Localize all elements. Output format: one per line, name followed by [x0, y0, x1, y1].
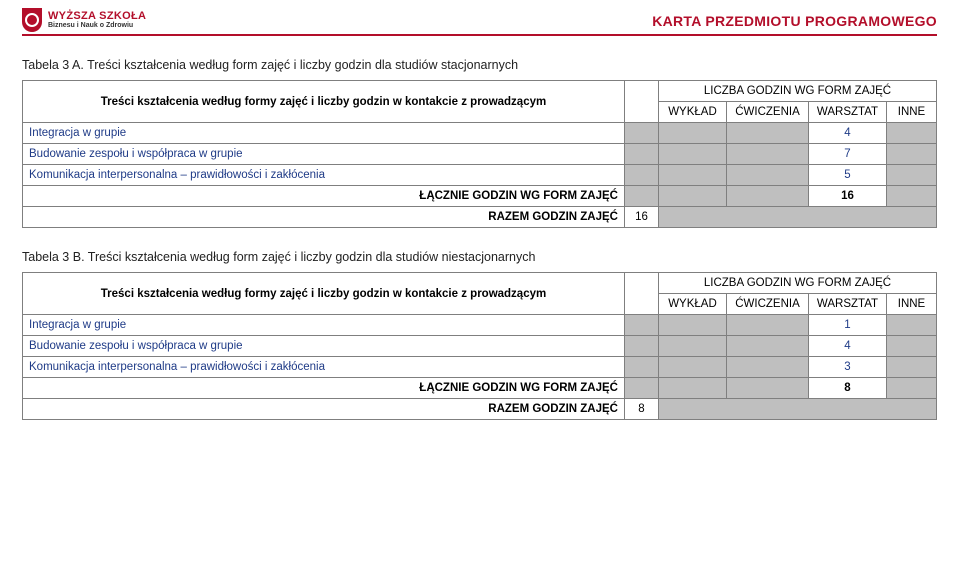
- content-label: Budowanie zespołu i współpraca w grupie: [23, 144, 625, 165]
- shaded-cell: [624, 336, 658, 357]
- shaded-cell: [726, 315, 808, 336]
- logo-shield-icon: [22, 8, 42, 32]
- shaded-cell: [726, 123, 808, 144]
- table-row: Budowanie zespołu i współpraca w grupie …: [23, 336, 937, 357]
- logo-block: WYŻSZA SZKOŁA Biznesu i Nauk o Zdrowiu: [22, 8, 146, 32]
- content-label: Komunikacja interpersonalna – prawidłowo…: [23, 165, 625, 186]
- shaded-cell: [886, 186, 936, 207]
- table-b-caption: Tabela 3 B. Treści kształcenia według fo…: [22, 250, 937, 264]
- warsztat-value: 1: [808, 315, 886, 336]
- page-header: WYŻSZA SZKOŁA Biznesu i Nauk o Zdrowiu K…: [22, 8, 937, 36]
- shaded-cell: [658, 399, 936, 420]
- content-label: Budowanie zespołu i współpraca w grupie: [23, 336, 625, 357]
- shaded-cell: [726, 336, 808, 357]
- shaded-cell: [726, 165, 808, 186]
- shaded-cell: [886, 336, 936, 357]
- shaded-cell: [886, 123, 936, 144]
- shaded-cell: [658, 378, 726, 399]
- page: WYŻSZA SZKOŁA Biznesu i Nauk o Zdrowiu K…: [0, 0, 959, 420]
- shaded-cell: [726, 378, 808, 399]
- shaded-cell: [886, 165, 936, 186]
- content-label: Integracja w grupie: [23, 315, 625, 336]
- warsztat-value: 7: [808, 144, 886, 165]
- shaded-cell: [624, 357, 658, 378]
- shaded-cell: [658, 186, 726, 207]
- table-row: RAZEM GODZIN ZAJĘĆ 16: [23, 207, 937, 228]
- warsztat-value: 4: [808, 336, 886, 357]
- shaded-cell: [624, 165, 658, 186]
- shaded-cell: [624, 144, 658, 165]
- row-desc-label: Treści kształcenia według formy zajęć i …: [23, 81, 625, 123]
- logo-text: WYŻSZA SZKOŁA Biznesu i Nauk o Zdrowiu: [48, 11, 146, 30]
- shaded-cell: [886, 357, 936, 378]
- shaded-cell: [886, 315, 936, 336]
- col-wyklad: WYKŁAD: [658, 294, 726, 315]
- liczba-header: LICZBA GODZIN WG FORM ZAJĘĆ: [658, 81, 936, 102]
- document-type-title: KARTA PRZEDMIOTU PROGRAMOWEGO: [652, 13, 937, 32]
- table-row: Budowanie zespołu i współpraca w grupie …: [23, 144, 937, 165]
- col-inne: INNE: [886, 294, 936, 315]
- empty-cell: [624, 81, 658, 123]
- shaded-cell: [726, 357, 808, 378]
- shaded-cell: [624, 123, 658, 144]
- shaded-cell: [624, 186, 658, 207]
- table-row: ŁĄCZNIE GODZIN WG FORM ZAJĘĆ 16: [23, 186, 937, 207]
- col-wyklad: WYKŁAD: [658, 102, 726, 123]
- shaded-cell: [624, 378, 658, 399]
- table-row: Treści kształcenia według formy zajęć i …: [23, 81, 937, 102]
- table-row: RAZEM GODZIN ZAJĘĆ 8: [23, 399, 937, 420]
- shaded-cell: [658, 123, 726, 144]
- shaded-cell: [658, 144, 726, 165]
- table-a-caption: Tabela 3 A. Treści kształcenia według fo…: [22, 58, 937, 72]
- shaded-cell: [658, 165, 726, 186]
- liczba-header: LICZBA GODZIN WG FORM ZAJĘĆ: [658, 273, 936, 294]
- lacznie-label: ŁĄCZNIE GODZIN WG FORM ZAJĘĆ: [23, 186, 625, 207]
- logo-line2: Biznesu i Nauk o Zdrowiu: [48, 22, 146, 29]
- shaded-cell: [726, 186, 808, 207]
- lacznie-warsztat: 8: [808, 378, 886, 399]
- content-label: Komunikacja interpersonalna – prawidłowo…: [23, 357, 625, 378]
- table-row: Integracja w grupie 4: [23, 123, 937, 144]
- table-row: Komunikacja interpersonalna – prawidłowo…: [23, 357, 937, 378]
- col-warsztat: WARSZTAT: [808, 102, 886, 123]
- row-desc-label: Treści kształcenia według formy zajęć i …: [23, 273, 625, 315]
- table-b: Treści kształcenia według formy zajęć i …: [22, 272, 937, 420]
- table-row: Treści kształcenia według formy zajęć i …: [23, 273, 937, 294]
- warsztat-value: 3: [808, 357, 886, 378]
- col-cwiczenia: ĆWICZENIA: [726, 102, 808, 123]
- col-warsztat: WARSZTAT: [808, 294, 886, 315]
- razem-label: RAZEM GODZIN ZAJĘĆ: [23, 399, 625, 420]
- lacznie-warsztat: 16: [808, 186, 886, 207]
- razem-label: RAZEM GODZIN ZAJĘĆ: [23, 207, 625, 228]
- razem-value: 8: [624, 399, 658, 420]
- empty-cell: [624, 273, 658, 315]
- shaded-cell: [726, 144, 808, 165]
- shaded-cell: [886, 144, 936, 165]
- shaded-cell: [658, 315, 726, 336]
- logo-line1: WYŻSZA SZKOŁA: [48, 11, 146, 23]
- shaded-cell: [658, 336, 726, 357]
- shaded-cell: [658, 357, 726, 378]
- col-inne: INNE: [886, 102, 936, 123]
- shaded-cell: [624, 315, 658, 336]
- table-row: Integracja w grupie 1: [23, 315, 937, 336]
- table-row: ŁĄCZNIE GODZIN WG FORM ZAJĘĆ 8: [23, 378, 937, 399]
- shaded-cell: [886, 378, 936, 399]
- col-cwiczenia: ĆWICZENIA: [726, 294, 808, 315]
- table-row: Komunikacja interpersonalna – prawidłowo…: [23, 165, 937, 186]
- razem-value: 16: [624, 207, 658, 228]
- shaded-cell: [658, 207, 936, 228]
- warsztat-value: 4: [808, 123, 886, 144]
- lacznie-label: ŁĄCZNIE GODZIN WG FORM ZAJĘĆ: [23, 378, 625, 399]
- warsztat-value: 5: [808, 165, 886, 186]
- table-a: Treści kształcenia według formy zajęć i …: [22, 80, 937, 228]
- content-label: Integracja w grupie: [23, 123, 625, 144]
